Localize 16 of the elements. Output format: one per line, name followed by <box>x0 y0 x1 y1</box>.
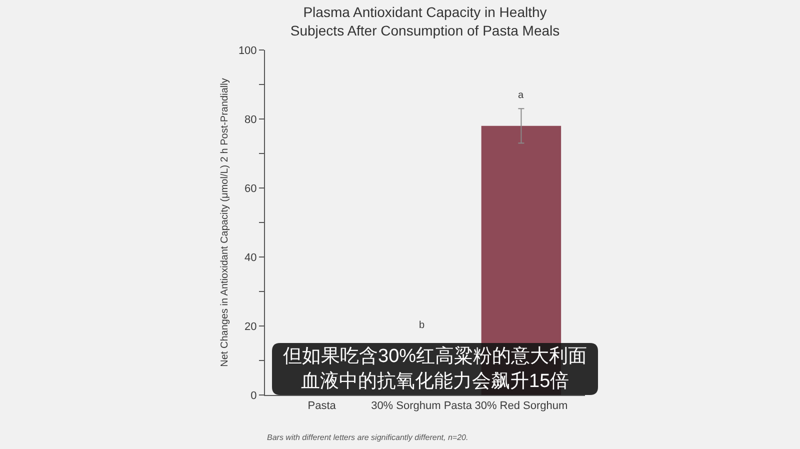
annotation: a <box>518 90 524 101</box>
x-tick-label: 30% Sorghum Pasta <box>371 400 473 412</box>
y-tick-label: 0 <box>250 390 257 402</box>
annotation: 但如果吃含30%红高粱粉的意大利面 <box>283 345 588 367</box>
x-tick-label: 30% Red Sorghum <box>474 400 568 412</box>
annotation: 血液中的抗氧化能力会飙升15倍 <box>301 370 570 392</box>
text: Bars with different letters are significantly different, n=20. <box>267 433 468 442</box>
chart-title: Plasma Antioxidant Capacity in Healthy Subjects After Consumption of Pasta Meals <box>290 4 560 38</box>
x-tick-label: Pasta <box>308 400 337 412</box>
y-tick-label: 80 <box>244 114 257 126</box>
y-tick-label: 40 <box>244 252 257 264</box>
y-axis-title: Net Changes in Antioxidant Capacity (μmol/L) 2 h Post-Prandially <box>219 78 230 367</box>
y-tick-label: 60 <box>244 182 257 195</box>
annotation: b <box>419 320 425 331</box>
y-tick-label: 100 <box>238 44 257 57</box>
y-tick-label: 20 <box>244 320 257 333</box>
